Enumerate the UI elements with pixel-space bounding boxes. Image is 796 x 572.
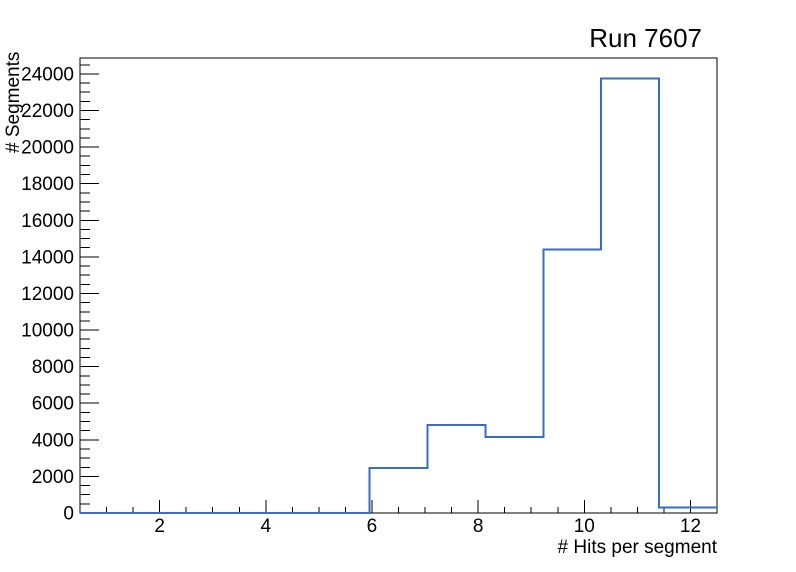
x-tick-label: 12 xyxy=(680,516,701,537)
x-tick-label: 2 xyxy=(154,516,165,537)
y-tick-label: 20000 xyxy=(21,138,74,159)
y-tick-label: 16000 xyxy=(21,211,74,232)
y-tick-label: 0 xyxy=(63,504,74,525)
y-tick-label: 18000 xyxy=(21,174,74,195)
x-tick-label: 6 xyxy=(367,516,378,537)
x-tick-label: 10 xyxy=(574,516,595,537)
y-tick-label: 22000 xyxy=(21,101,74,122)
plot-layer: 0 2000 4000 6000 8000 10000 12000 14000 16000 180… xyxy=(21,57,718,537)
x-tick-label: 8 xyxy=(473,516,484,537)
y-tick-label: 4000 xyxy=(32,430,74,451)
y-tick-label: 12000 xyxy=(21,284,74,305)
chart-title: Run 7607 xyxy=(589,23,702,53)
histogram-line xyxy=(80,77,717,514)
y-tick-label: 10000 xyxy=(21,321,74,342)
y-tick-label: 2000 xyxy=(32,467,74,488)
x-axis-title: # Hits per segment xyxy=(558,537,718,558)
y-tick-label: 14000 xyxy=(21,247,74,268)
y-tick-label: 8000 xyxy=(32,357,74,378)
y-tick-label: 24000 xyxy=(21,64,74,85)
y-tick-label: 6000 xyxy=(32,394,74,415)
y-axis-title: # Segments xyxy=(3,52,24,153)
x-tick-label: 4 xyxy=(261,516,272,537)
plot-frame xyxy=(79,57,718,514)
